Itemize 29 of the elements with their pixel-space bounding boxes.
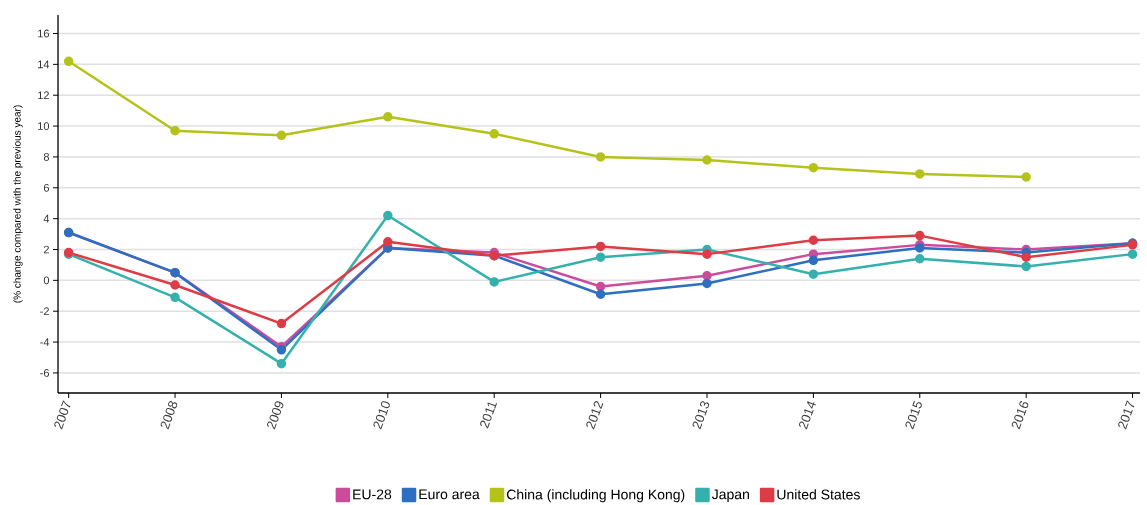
x-tick-label: 2014: [798, 401, 816, 430]
y-tick-label: 8: [43, 153, 50, 161]
x-tick-label: 2009: [267, 401, 284, 430]
x-tick-label: 2010: [373, 401, 390, 430]
x-tick-label: 2017: [1118, 400, 1135, 430]
legend-label: Euro area: [419, 489, 480, 500]
x-tick-label: 2012: [586, 401, 604, 430]
x-tick-label: 2016: [1011, 401, 1029, 430]
x-tick-label: 2013: [692, 401, 710, 430]
y-tick-label: 6: [43, 183, 50, 192]
x-tick-label: 2011: [480, 402, 497, 429]
legend-label: Japan: [711, 489, 749, 503]
y-tick-label: 10: [38, 122, 50, 130]
x-tick-label: 2015: [905, 400, 922, 430]
legend-label: United States: [777, 489, 860, 500]
legend-label: EU-28: [353, 489, 392, 500]
y-axis-title: (% change compared with the previous year): [13, 105, 23, 303]
y-tick-label: 12: [38, 91, 49, 100]
y-tick-label: -4: [40, 338, 50, 346]
y-tick-label: 4: [43, 214, 50, 223]
y-tick-label: 16: [38, 29, 50, 38]
x-tick-label: 2008: [160, 401, 178, 430]
x-tick-label: 2007: [54, 400, 71, 430]
y-tick-label: 0: [43, 276, 50, 285]
y-tick-label: -2: [40, 307, 49, 316]
y-tick-label: 14: [38, 60, 50, 69]
y-tick-label: -6: [40, 369, 50, 377]
y-tick-label: 2: [43, 245, 49, 254]
legend-label: China (including Hong Kong): [506, 489, 685, 503]
